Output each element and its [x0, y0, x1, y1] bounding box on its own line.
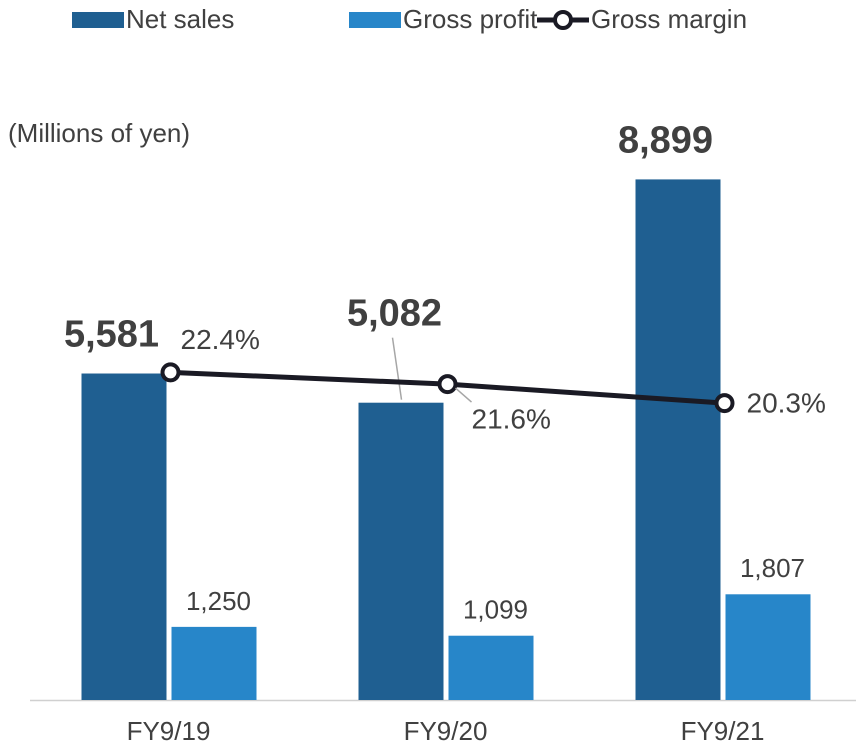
x-tick-label: FY9/21	[681, 716, 765, 746]
data-label: 5,581	[64, 314, 159, 356]
leader-line	[391, 337, 403, 400]
x-tick-label: FY9/20	[404, 716, 488, 746]
leader-line	[455, 387, 472, 403]
legend-swatch	[349, 12, 401, 28]
data-label: 20.3%	[747, 388, 826, 419]
bar	[171, 626, 257, 700]
data-label: 5,082	[347, 293, 442, 335]
marker	[714, 393, 735, 414]
x-tick-label: FY9/19	[127, 716, 211, 746]
data-label: 21.6%	[472, 403, 551, 434]
data-label: 1,099	[463, 595, 528, 625]
data-label: 22.4%	[181, 324, 260, 355]
legend-label: Gross profit	[403, 4, 538, 34]
bar	[358, 402, 444, 700]
y-axis-label: (Millions of yen)	[8, 118, 190, 148]
marker	[437, 374, 458, 395]
data-label: 1,807	[740, 553, 805, 583]
data-label: 8,899	[618, 119, 713, 161]
legend-swatch	[553, 10, 573, 30]
bar	[81, 373, 167, 700]
marker	[160, 362, 181, 383]
legend-swatch	[72, 12, 124, 28]
bar	[448, 635, 534, 700]
legend-label: Net sales	[126, 4, 234, 34]
bar	[725, 594, 811, 700]
legend-label: Gross margin	[591, 4, 747, 34]
data-label: 1,250	[186, 586, 251, 616]
bar	[635, 179, 721, 700]
